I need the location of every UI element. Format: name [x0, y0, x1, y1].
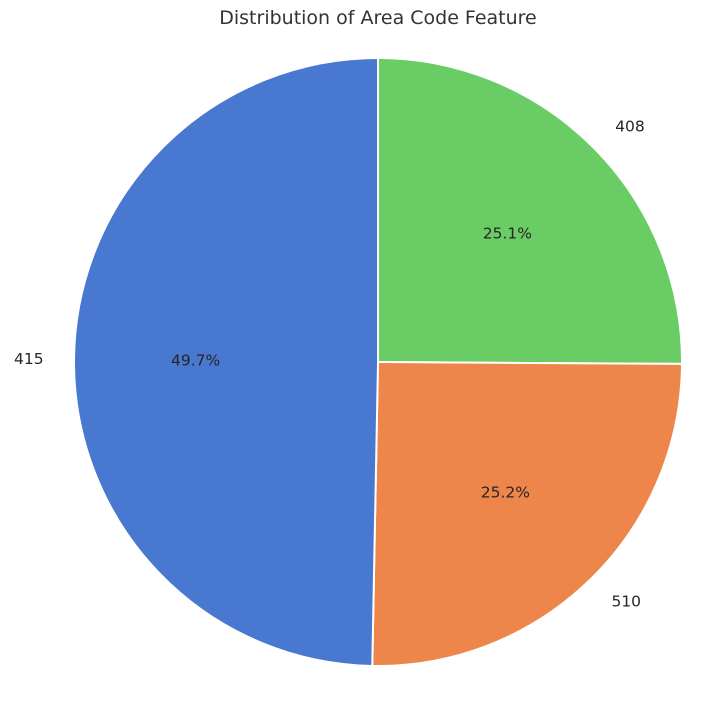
pie-slice-408 — [377, 56, 683, 365]
slice-label-510: 510 — [611, 592, 641, 610]
pie-labels: 408 25.1% 510 25.2% 415 49.7% — [14, 117, 645, 610]
pie-slice-415 — [73, 56, 379, 667]
chart-title: Distribution of Area Code Feature — [219, 7, 536, 29]
slice-label-415: 415 — [14, 350, 44, 368]
slice-label-408: 408 — [615, 117, 645, 135]
pie-slice-510 — [371, 360, 684, 667]
pct-label-415: 49.7% — [171, 351, 220, 369]
pct-label-408: 25.1% — [483, 224, 532, 242]
pie-slices — [73, 56, 684, 667]
pct-label-510: 25.2% — [481, 484, 530, 502]
